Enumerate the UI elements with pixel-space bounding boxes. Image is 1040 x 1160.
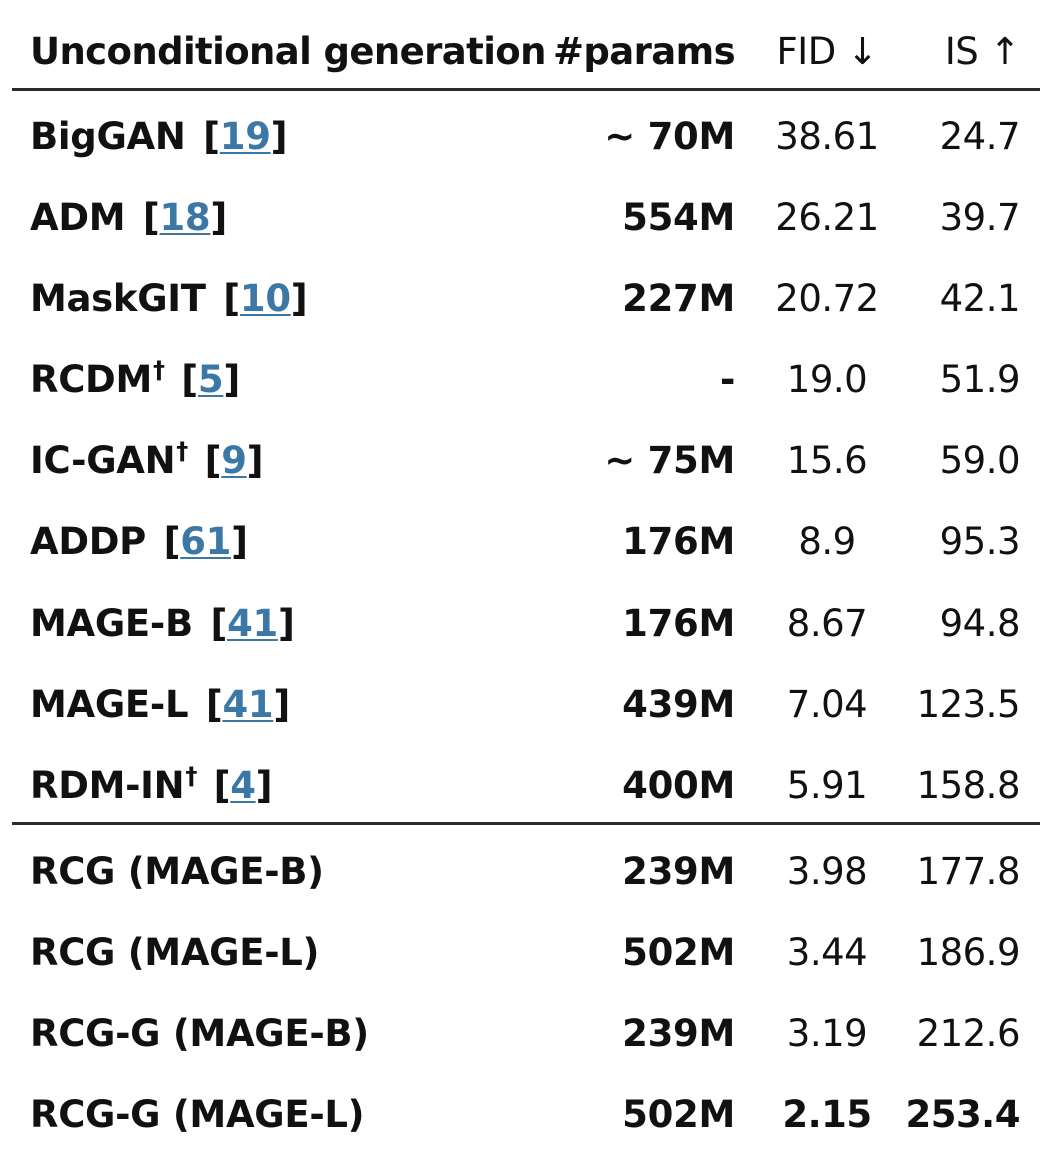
header-params: #params xyxy=(552,30,736,73)
header-rule xyxy=(12,88,1040,91)
is-value: 42.1 xyxy=(939,277,1021,320)
citation-link[interactable]: 5 xyxy=(197,358,224,401)
fid-value: 20.72 xyxy=(775,277,879,320)
is-value: 24.7 xyxy=(939,115,1021,158)
citation-link[interactable]: 41 xyxy=(227,602,278,645)
params-value: 400M xyxy=(622,764,735,807)
citation-link[interactable]: 10 xyxy=(239,277,291,320)
method-name: MAGE-B [41] xyxy=(30,602,295,645)
table-row: RDM-IN† [4] 400M 5.91 158.8 xyxy=(0,756,1040,816)
params-value: 502M xyxy=(622,931,735,974)
header-method: Unconditional generation xyxy=(30,30,546,73)
fid-value: 5.91 xyxy=(786,764,868,807)
table-row: RCG (MAGE-L) 502M 3.44 186.9 xyxy=(0,923,1040,983)
method-name: MAGE-L [41] xyxy=(30,683,290,726)
params-value: 176M xyxy=(622,602,735,645)
dagger-mark: † xyxy=(185,762,198,790)
citation-link[interactable]: 61 xyxy=(180,520,232,563)
params-value: ~ 70M xyxy=(604,115,735,158)
table-row: MAGE-B [41] 176M 8.67 94.8 xyxy=(0,594,1040,654)
table-row: RCDM† [5] - 19.0 51.9 xyxy=(0,350,1040,410)
fid-value: 7.04 xyxy=(786,683,868,726)
table-row: MaskGIT [10] 227M 20.72 42.1 xyxy=(0,269,1040,329)
method-name: RCG-G (MAGE-L) xyxy=(30,1093,365,1136)
is-value: 158.8 xyxy=(916,764,1021,807)
is-value: 39.7 xyxy=(939,196,1021,239)
citation-link[interactable]: 18 xyxy=(159,196,211,239)
fid-value: 26.21 xyxy=(775,196,879,239)
params-value: 554M xyxy=(622,196,735,239)
is-value: 51.9 xyxy=(939,358,1021,401)
method-name: ADDP [61] xyxy=(30,520,248,563)
citation-link[interactable]: 41 xyxy=(222,683,274,726)
fid-value: 15.6 xyxy=(786,439,868,482)
method-name: RDM-IN† [4] xyxy=(30,762,273,807)
fid-value: 38.61 xyxy=(775,115,879,158)
params-value: 502M xyxy=(622,1093,735,1136)
table-row: MAGE-L [41] 439M 7.04 123.5 xyxy=(0,675,1040,735)
method-name: MaskGIT [10] xyxy=(30,277,308,320)
table-header: Unconditional generation #params FID ↓ I… xyxy=(0,22,1040,82)
dagger-mark: † xyxy=(152,356,165,384)
citation-link[interactable]: 19 xyxy=(219,115,271,158)
is-value: 94.8 xyxy=(939,602,1021,645)
is-value: 123.5 xyxy=(916,683,1021,726)
fid-value: 8.9 xyxy=(798,520,856,563)
section-rule xyxy=(12,822,1040,825)
fid-value: 19.0 xyxy=(786,358,868,401)
header-is: IS ↑ xyxy=(944,30,1021,73)
method-name: RCG (MAGE-L) xyxy=(30,931,320,974)
table-row: ADM [18] 554M 26.21 39.7 xyxy=(0,188,1040,248)
table-row: RCG-G (MAGE-B) 239M 3.19 212.6 xyxy=(0,1004,1040,1064)
params-value: - xyxy=(719,358,735,401)
header-fid: FID ↓ xyxy=(776,30,878,73)
method-name: RCG (MAGE-B) xyxy=(30,850,324,893)
method-name: RCG-G (MAGE-B) xyxy=(30,1012,369,1055)
is-value-best: 253.4 xyxy=(905,1093,1020,1136)
method-name: BigGAN [19] xyxy=(30,115,288,158)
is-value: 95.3 xyxy=(939,520,1021,563)
citation-link[interactable]: 9 xyxy=(221,439,247,482)
table-row: RCG-G (MAGE-L) 502M 2.15 253.4 xyxy=(0,1085,1040,1145)
is-value: 186.9 xyxy=(916,931,1021,974)
is-value: 59.0 xyxy=(939,439,1021,482)
method-name: RCDM† [5] xyxy=(30,356,240,401)
table-row: RCG (MAGE-B) 239M 3.98 177.8 xyxy=(0,842,1040,902)
method-name: ADM [18] xyxy=(30,196,227,239)
params-value: 239M xyxy=(622,1012,735,1055)
fid-value: 3.98 xyxy=(786,850,868,893)
dagger-mark: † xyxy=(176,437,188,465)
is-value: 212.6 xyxy=(916,1012,1021,1055)
table-row: IC-GAN† [9] ~ 75M 15.6 59.0 xyxy=(0,431,1040,491)
method-name: IC-GAN† [9] xyxy=(30,437,264,482)
params-value: ~ 75M xyxy=(604,439,735,482)
is-value: 177.8 xyxy=(916,850,1021,893)
citation-link[interactable]: 4 xyxy=(230,764,256,807)
fid-value-best: 2.15 xyxy=(782,1093,872,1136)
params-value: 239M xyxy=(622,850,735,893)
table-row: ADDP [61] 176M 8.9 95.3 xyxy=(0,512,1040,572)
params-value: 439M xyxy=(622,683,735,726)
fid-value: 3.19 xyxy=(786,1012,868,1055)
fid-value: 8.67 xyxy=(786,602,868,645)
fid-value: 3.44 xyxy=(786,931,868,974)
params-value: 176M xyxy=(622,520,735,563)
table-row: BigGAN [19] ~ 70M 38.61 24.7 xyxy=(0,107,1040,167)
params-value: 227M xyxy=(622,277,735,320)
